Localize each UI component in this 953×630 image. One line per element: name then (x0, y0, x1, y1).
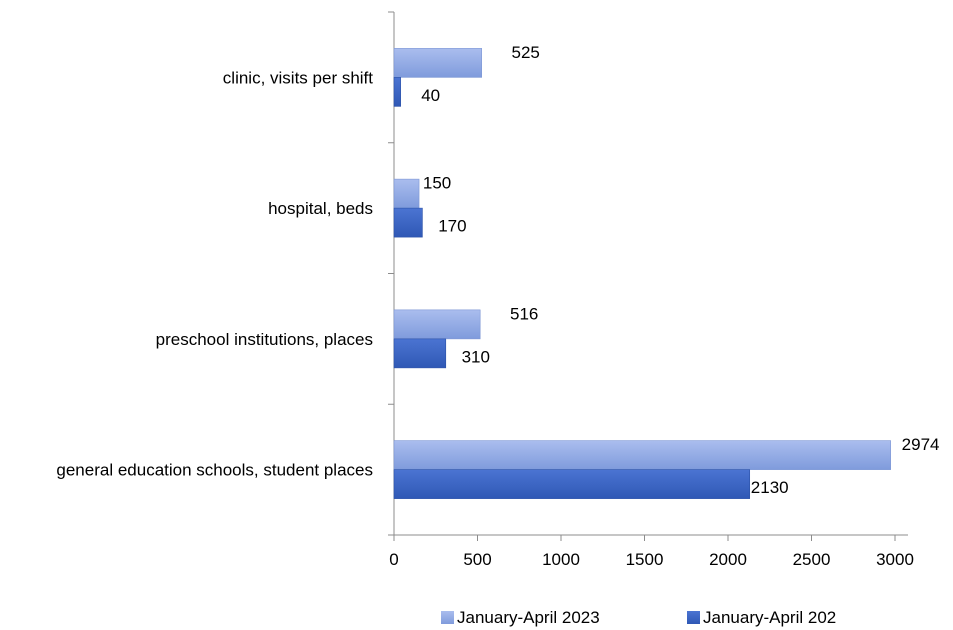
category-label: clinic, visits per shift (223, 68, 373, 87)
data-label: 2974 (902, 435, 940, 454)
x-tick-label: 0 (389, 550, 398, 569)
bar-series-1 (393, 440, 891, 470)
bars (393, 48, 891, 499)
bar-series-1 (393, 48, 482, 78)
axes: 0 500 1000 1500 2000 2500 3000 (388, 11, 914, 569)
x-tick-label: 500 (463, 550, 491, 569)
legend-swatch (441, 611, 454, 624)
bar-series-2 (393, 338, 447, 369)
legend-label: January-April 2023 (457, 608, 600, 627)
x-tick-label: 2000 (709, 550, 747, 569)
x-tick-label: 3000 (876, 550, 914, 569)
data-label: 310 (462, 347, 490, 366)
data-label: 516 (510, 304, 538, 323)
x-tick-label: 2500 (793, 550, 831, 569)
data-label: 150 (423, 174, 451, 193)
category-label: preschool institutions, places (156, 330, 373, 349)
labels: clinic, visits per shift 525 40 hospital, b… (56, 43, 939, 497)
bar-series-2 (393, 207, 423, 238)
x-tick-label: 1000 (542, 550, 580, 569)
legend-label: January-April 202 (703, 608, 836, 627)
bar-series-2 (393, 77, 401, 107)
legend-swatch (687, 611, 700, 624)
legend: January-April 2023 January-April 202 (441, 608, 836, 627)
bar-series-1 (393, 178, 420, 209)
data-label: 2130 (751, 478, 789, 497)
category-label: hospital, beds (268, 199, 373, 218)
bar-series-2 (393, 469, 751, 499)
bar-series-1 (393, 309, 481, 340)
data-label: 40 (421, 86, 440, 105)
data-label: 525 (511, 43, 539, 62)
data-label: 170 (438, 217, 466, 236)
x-tick-label: 1500 (626, 550, 664, 569)
category-label: general education schools, student place… (56, 461, 373, 480)
